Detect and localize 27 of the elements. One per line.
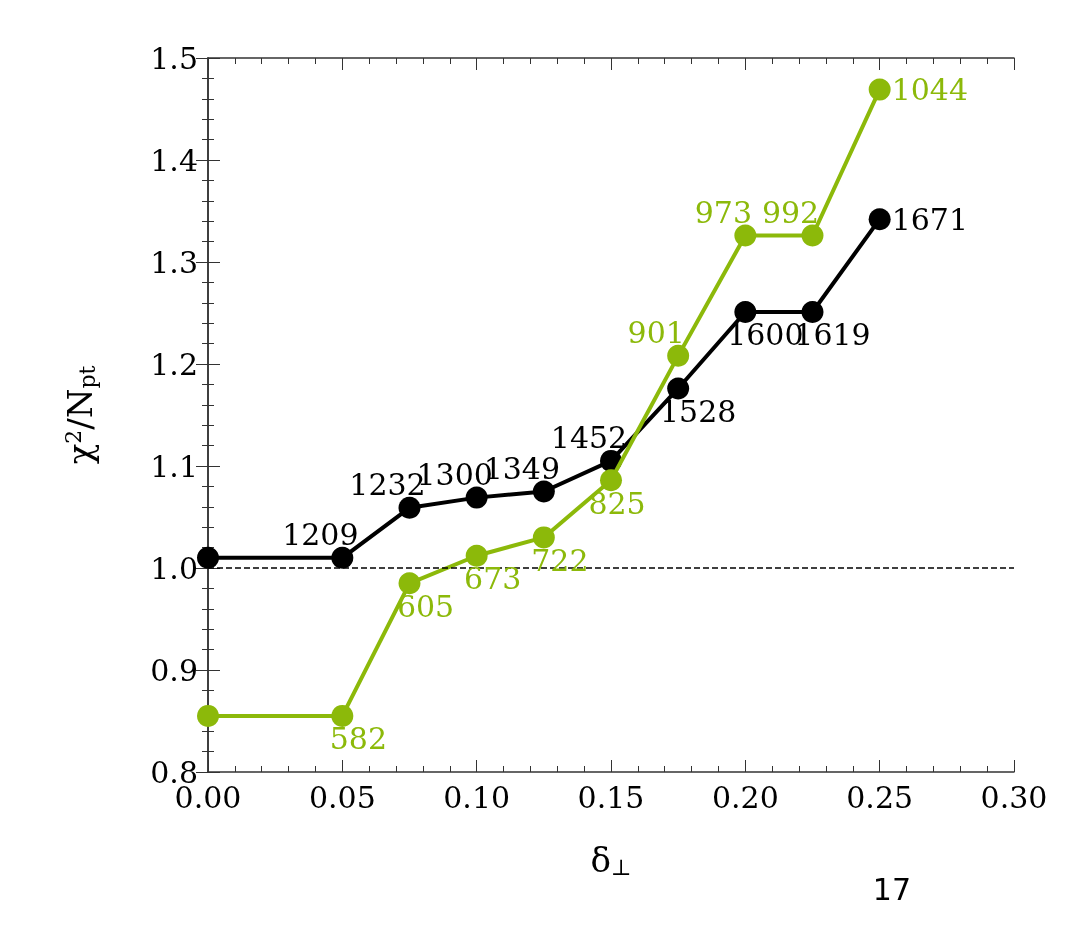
y-tick-label: 1.1 [150, 448, 198, 484]
text: 17 [872, 871, 912, 907]
x-tick-label: 0.10 [443, 779, 511, 815]
annotation: 1044 [891, 72, 969, 108]
annotation: 605 [396, 588, 455, 624]
y-tick-label: 1.2 [150, 346, 198, 382]
annotation: 1209 [282, 517, 359, 553]
y-tick-label: 1.3 [150, 244, 198, 280]
annotation: 1671 [891, 201, 969, 237]
annotation: 1452 [550, 420, 628, 456]
annotation: 1528 [659, 393, 737, 429]
y-tick-label: 0.9 [150, 652, 198, 688]
y-tick-label: 1.0 [150, 550, 198, 586]
y-axis-title: χ2/Npt [60, 365, 100, 465]
x-axis-title: δ⊥ [590, 840, 632, 880]
x-tick-label: 0.20 [711, 779, 779, 815]
x-tick-label: 0.25 [846, 779, 914, 815]
annotation: 901 [627, 315, 685, 351]
annotation: 673 [464, 561, 522, 597]
x-tick-label: 0.15 [577, 779, 645, 815]
y-tick-label: 1.5 [150, 40, 198, 76]
annotation: 992 [761, 194, 820, 230]
annotation: 582 [329, 721, 387, 757]
y-tick-label: 1.4 [150, 142, 198, 178]
x-tick-label: 0.05 [308, 779, 376, 815]
x-tick-label: 0.30 [980, 779, 1048, 815]
annotation: 973 [694, 194, 752, 230]
